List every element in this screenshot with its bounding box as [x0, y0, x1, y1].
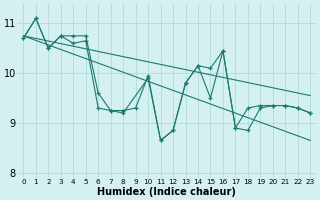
X-axis label: Humidex (Indice chaleur): Humidex (Indice chaleur) [97, 187, 236, 197]
